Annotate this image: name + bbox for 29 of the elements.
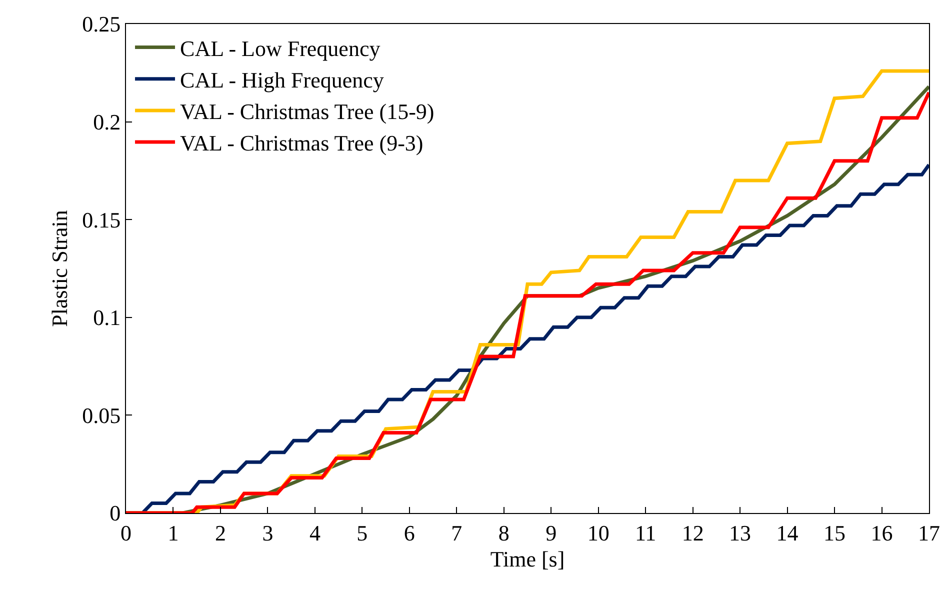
y-tick-label: 0.15	[82, 207, 121, 232]
y-tick-label: 0.1	[93, 305, 121, 330]
x-tick-label: 11	[634, 520, 656, 546]
x-tick-label: 16	[870, 520, 893, 546]
x-tick-label: 6	[404, 520, 415, 546]
y-tick-label: 0.2	[93, 110, 121, 134]
x-tick-label: 7	[451, 520, 462, 546]
x-tick-label: 10	[587, 520, 610, 546]
legend-label: CAL - Low Frequency	[180, 36, 380, 61]
y-tick-label: 0	[110, 500, 121, 526]
x-tick-label: 12	[682, 520, 704, 546]
y-axis-title: Plastic Strain	[46, 210, 72, 327]
x-tick-label: 8	[498, 520, 510, 546]
x-axis-title: Time [s]	[490, 546, 565, 572]
legend-label: VAL - Christmas Tree (9-3)	[180, 130, 424, 156]
y-tick-label: 0.05	[82, 402, 121, 428]
x-tick-label: 2	[214, 520, 226, 546]
legend-label: CAL - High Frequency	[180, 67, 384, 92]
x-tick-label: 15	[824, 520, 846, 546]
x-tick-label: 1	[168, 520, 179, 546]
legend-label: VAL - Christmas Tree (15-9)	[180, 99, 434, 124]
x-tick-label: 4	[309, 520, 320, 546]
x-tick-label: 5	[356, 520, 368, 546]
x-tick-label: 3	[262, 520, 274, 546]
x-tick-label: 17	[918, 520, 940, 546]
y-tick-label: 0.25	[82, 12, 121, 37]
x-tick-label: 9	[546, 520, 557, 546]
x-tick-label: 13	[729, 520, 752, 546]
x-tick-label: 14	[776, 520, 798, 546]
